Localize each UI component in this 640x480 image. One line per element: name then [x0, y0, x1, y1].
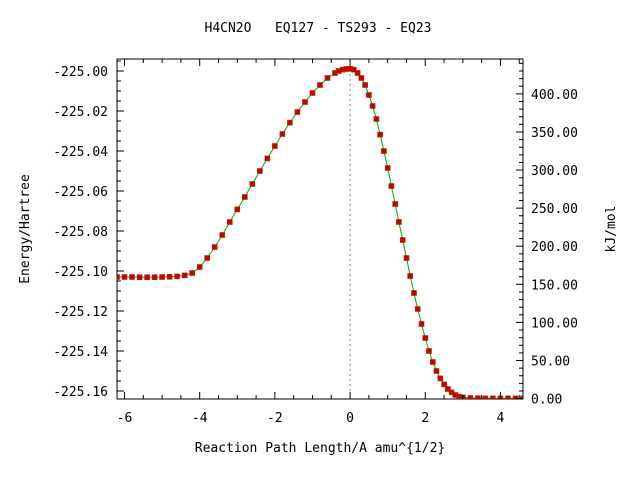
x-tick-label: 2 — [421, 411, 429, 426]
data-point — [129, 274, 135, 280]
data-point — [362, 82, 368, 88]
data-point — [373, 116, 380, 122]
y-tick-label: -225.12 — [53, 305, 108, 320]
data-point — [151, 274, 158, 281]
data-point — [144, 274, 150, 281]
chart-title: H4CN2O EQ127 - TS293 - EQ23 — [205, 21, 432, 36]
y2-tick-label: 300.00 — [531, 164, 578, 179]
y-tick-label: -225.00 — [53, 65, 108, 80]
x-tick-label: -4 — [192, 411, 208, 426]
data-point — [279, 131, 286, 137]
x-tick-label: -6 — [117, 411, 133, 426]
data-point — [227, 219, 233, 225]
y2-tick-label: 250.00 — [531, 202, 578, 217]
y-tick-label: -225.08 — [53, 225, 108, 240]
data-point — [505, 395, 511, 399]
data-point — [350, 66, 357, 73]
data-point — [309, 90, 316, 96]
y-axis-left: -225.00 -225.02 -225.04 -225.06 -225.08 -225.… — [53, 60, 124, 400]
data-point — [174, 273, 180, 280]
data-point — [433, 368, 440, 374]
data-point — [377, 131, 383, 138]
y2-axis-title: kJ/mol — [604, 206, 619, 253]
series-group — [117, 66, 523, 399]
x-tick-label: 4 — [497, 411, 505, 426]
y-tick-label: -225.06 — [53, 185, 108, 200]
data-point — [437, 375, 444, 382]
y2-tick-label: 400.00 — [531, 88, 578, 103]
data-point — [388, 183, 395, 189]
data-point — [429, 359, 436, 365]
data-point — [441, 381, 447, 388]
y2-tick-label: 150.00 — [531, 278, 578, 293]
data-point — [422, 335, 429, 341]
data-point — [392, 201, 399, 207]
data-point — [211, 244, 218, 250]
x-axis: -6 -4 -2 0 2 4 — [117, 59, 520, 426]
data-point — [426, 348, 432, 354]
data-point — [407, 273, 414, 279]
data-point — [219, 232, 226, 238]
plot-frame — [116, 58, 524, 400]
data-point — [204, 255, 210, 261]
data-point — [418, 321, 425, 327]
data-point — [358, 75, 365, 81]
y-tick-label: -225.16 — [53, 385, 108, 400]
data-point — [399, 237, 406, 243]
data-point — [196, 264, 203, 270]
data-point — [403, 255, 410, 261]
data-point — [317, 82, 323, 88]
y2-tick-label: 200.00 — [531, 240, 578, 255]
data-point — [249, 181, 256, 187]
y-tick-label: -225.04 — [53, 145, 108, 160]
data-point — [381, 148, 387, 154]
data-point — [354, 70, 361, 76]
data-point — [482, 395, 489, 399]
data-point — [287, 119, 293, 126]
data-point — [136, 274, 143, 281]
data-point — [490, 395, 496, 399]
y-tick-label: -225.10 — [53, 265, 108, 280]
data-point — [414, 306, 421, 312]
data-point — [257, 168, 263, 174]
y2-tick-label: 350.00 — [531, 126, 578, 141]
data-point — [384, 165, 391, 171]
x-axis-title: Reaction Path Length/A amu^{1/2} — [195, 441, 445, 456]
y2-tick-label: 50.00 — [531, 355, 570, 370]
data-point — [369, 103, 376, 109]
data-point — [444, 386, 451, 392]
data-point — [467, 395, 474, 399]
y-tick-label: -225.02 — [53, 105, 108, 120]
data-point — [181, 272, 188, 279]
y2-tick-label: 100.00 — [531, 316, 578, 331]
x-tick-label: -2 — [267, 411, 283, 426]
series-line — [117, 68, 523, 399]
y-axis-right: 0.00 50.00 100.00 150.00 200.00 250.00 300.00 3… — [516, 62, 578, 408]
data-point — [396, 219, 402, 225]
data-point — [475, 395, 481, 399]
data-point — [159, 274, 165, 280]
y-axis-title: Energy/Hartree — [18, 174, 33, 284]
data-point — [294, 109, 301, 115]
data-markers — [117, 66, 523, 399]
x-tick-label: 0 — [346, 411, 354, 426]
data-point — [234, 206, 241, 213]
y-tick-label: -225.14 — [53, 345, 108, 360]
data-point — [121, 274, 128, 280]
data-point — [324, 75, 331, 81]
data-point — [302, 99, 308, 105]
data-point — [117, 274, 120, 280]
data-point — [264, 155, 271, 162]
data-point — [242, 194, 248, 200]
data-point — [166, 273, 173, 280]
data-point — [189, 270, 195, 276]
y2-tick-label: 0.00 — [531, 393, 562, 408]
data-point — [411, 290, 417, 296]
data-point — [366, 92, 372, 98]
data-point — [272, 143, 278, 149]
